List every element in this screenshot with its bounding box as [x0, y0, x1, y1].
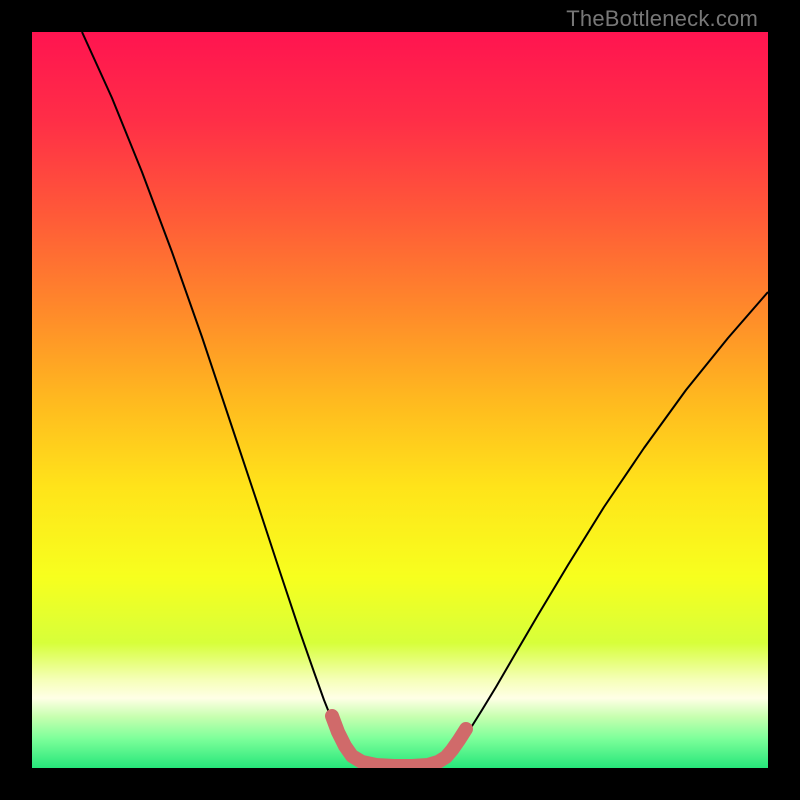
plot-area — [32, 32, 768, 768]
bottleneck-curve — [82, 32, 768, 765]
watermark-text: TheBottleneck.com — [566, 6, 758, 32]
optimal-range-marker — [332, 716, 466, 766]
chart-frame: TheBottleneck.com — [0, 0, 800, 800]
curve-layer — [32, 32, 768, 768]
